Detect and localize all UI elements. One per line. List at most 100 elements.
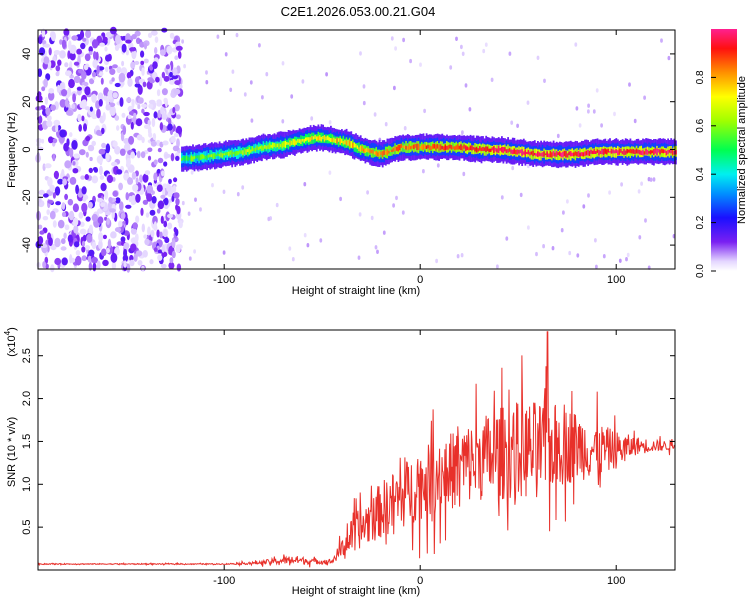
spectrogram-speckle-cell (647, 177, 651, 182)
spectrogram-speckle-cell (519, 192, 523, 198)
spectrogram-ridge-cell (511, 149, 514, 155)
spectrogram-ridge-cell (317, 136, 320, 141)
spectrogram-noise-cell (52, 192, 57, 199)
spectrogram-noise-cell (163, 229, 168, 238)
spectrogram-noise-cell (92, 262, 97, 272)
spectrogram-ridge-cell (281, 142, 284, 149)
spectrogram-noise-cell (154, 36, 159, 43)
spectrogram-speckle-cell (620, 182, 623, 187)
spectrogram-speckle-cell (376, 249, 379, 254)
spectrogram-noise-cell (36, 262, 41, 268)
spectrogram-ridge-cell (395, 146, 398, 151)
spectrogram-ridge-cell (442, 146, 445, 151)
spectrogram-ridge-cell (582, 152, 585, 157)
spectrogram-ridge-cell (268, 143, 271, 150)
spectrogram-speckle-cell (393, 85, 396, 91)
spectrogram-noise-cell (104, 46, 108, 52)
spectrogram-noise-cell (66, 109, 73, 116)
spectrogram-noise-cell (84, 174, 90, 180)
spectrogram-ridge-cell (312, 136, 315, 140)
spectrogram-ridge-cell (297, 139, 299, 143)
spectrogram-ridge-cell (411, 145, 414, 149)
spectrogram-noise-cell (147, 226, 151, 236)
spectrogram-noise-cell (93, 51, 97, 60)
spectrogram-ridge-cell (566, 153, 569, 158)
spectrogram-ridge-cell (330, 138, 332, 142)
spectrogram-speckle-cell (608, 190, 611, 195)
spectrogram-noise-cell (45, 107, 51, 116)
spectrogram-ridge-cell (642, 149, 644, 156)
spectrogram-speckle-cell (423, 108, 426, 114)
spectrogram-noise-cell (135, 215, 140, 224)
spectrogram-noise-cell (149, 259, 154, 265)
spectrogram-noise-cell (79, 221, 85, 227)
spectrogram-ridge-cell (477, 148, 480, 152)
spectrogram-noise-cell (132, 222, 139, 230)
spectrogram-noise-cell (109, 106, 116, 116)
spectrogram-ridge-cell (615, 149, 618, 154)
chart-title: C2E1.2026.053.00.21.G04 (281, 4, 436, 19)
spectrogram-ridge-cell (649, 150, 652, 155)
spectrogram-ridge-cell (588, 150, 591, 156)
spectrogram-ridge-cell (257, 146, 260, 150)
spectrogram-ridge-cell (596, 149, 599, 153)
spectrogram-ridge-cell (623, 149, 626, 155)
spectrogram-noise-cell (172, 185, 177, 193)
spectrogram-ridge-cell (337, 138, 340, 142)
spectrogram-noise-cell (37, 236, 44, 245)
spectrogram-noise-cell (91, 113, 98, 120)
spectrogram-ridge-cell (447, 145, 450, 150)
spectrogram-noise-cell (160, 49, 166, 56)
spectrogram-noise-cell (121, 112, 126, 118)
spectrogram-ridge-cell (301, 138, 304, 142)
spectrogram-noise-cell (85, 29, 92, 39)
spectrogram-noise-cell (110, 252, 118, 263)
spectrogram-speckle-cell (449, 65, 453, 70)
spectrogram-noise-cell (175, 155, 180, 161)
spectrogram-noise-cell (123, 242, 130, 250)
spectrogram-noise-cell (130, 121, 134, 130)
spectrogram-ridge-cell (631, 149, 633, 154)
spectrogram-ridge-cell (598, 150, 600, 156)
spectrogram-ridge-cell (221, 153, 224, 158)
spectrogram-noise-cell (143, 111, 150, 117)
spectrogram-ridge-cell (613, 150, 616, 154)
spectrogram-ridge-cell (482, 146, 484, 151)
spectrogram-ridge-cell (515, 150, 517, 155)
spectrogram-ridge-cell (585, 150, 588, 156)
spectrogram-ridge-cell (621, 151, 624, 155)
spectrogram-noise-cell (53, 170, 60, 179)
spectrogram-noise-cell (73, 225, 79, 234)
spectrogram-noise-cell (141, 136, 145, 144)
spectrogram-speckle-cell (183, 63, 187, 69)
spectrogram-noise-cell (96, 155, 104, 164)
spectrogram-speckle-cell (224, 52, 228, 57)
spectrogram-noise-cell (89, 78, 95, 85)
spectrogram-noise-cell (79, 30, 85, 40)
spectrogram-ridge-cell (309, 137, 312, 142)
snr-multiplier-base: (x10 (6, 335, 18, 356)
colorbar-tick-label: 0.8 (695, 70, 706, 84)
spectrogram-noise-cell (142, 250, 148, 258)
spectrogram-noise-cell (106, 217, 110, 225)
spectrogram-noise-cell (115, 34, 121, 45)
spectrogram-speckle-cell (288, 246, 292, 251)
spectrogram-noise-cell (64, 193, 68, 200)
spectrogram-noise-cell (167, 222, 173, 230)
spectrogram-noise-cell (150, 229, 155, 238)
spectrogram-noise-cell (175, 244, 181, 253)
spectrogram-noise-cell (64, 62, 69, 68)
spectrogram-noise-cell (96, 108, 101, 119)
spectrogram-ridge-cell (654, 148, 657, 154)
spectrogram-noise-cell (76, 86, 82, 91)
spectrogram-noise-cell (170, 135, 176, 143)
spectrogram-ridge-cell (364, 148, 367, 153)
spectrogram-noise-cell (166, 185, 172, 192)
spectrogram-ridge-cell (599, 150, 602, 155)
spectrogram-noise-cell (63, 142, 69, 152)
spectrogram-speckle-cell (602, 254, 606, 259)
snr-multiplier-close: ) (6, 327, 18, 331)
spectrogram-ridge-cell (331, 138, 334, 142)
spectrogram-ridge-cell (383, 150, 386, 155)
spectrogram-noise-cell (68, 40, 72, 51)
